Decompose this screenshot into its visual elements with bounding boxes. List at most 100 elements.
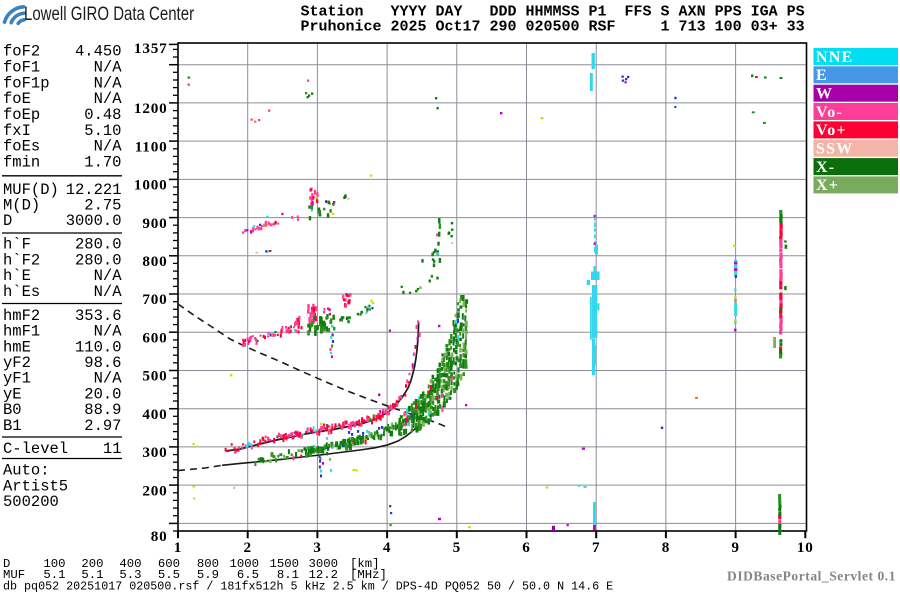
svg-text:Auto:: Auto:: [3, 462, 50, 480]
svg-text:X+: X+: [816, 177, 839, 194]
svg-text:N/A: N/A: [94, 74, 123, 92]
svg-text:200: 200: [81, 557, 103, 571]
svg-text:9: 9: [731, 539, 739, 556]
svg-text:Vo+: Vo+: [816, 122, 847, 139]
svg-text:D: D: [3, 212, 12, 230]
svg-text:1.70: 1.70: [84, 154, 121, 172]
svg-text:MUF: MUF: [3, 568, 25, 582]
svg-text:12.2: 12.2: [308, 568, 338, 582]
svg-text:2: 2: [243, 539, 251, 556]
svg-text:1000: 1000: [134, 177, 168, 194]
svg-text:fxI: fxI: [3, 122, 31, 140]
svg-text:Pruhonice 2025 Oct17 290 02050: Pruhonice 2025 Oct17 290 020500 RSF 1 71…: [301, 19, 805, 36]
svg-text:Vo-: Vo-: [816, 104, 843, 121]
svg-text:11: 11: [103, 440, 122, 458]
svg-text:hmE: hmE: [3, 338, 31, 356]
svg-text:12.221: 12.221: [66, 181, 122, 199]
svg-text:1: 1: [174, 539, 182, 556]
svg-text:B1: B1: [3, 417, 22, 435]
svg-text:400: 400: [119, 557, 141, 571]
svg-text:98.6: 98.6: [84, 354, 121, 372]
svg-text:N/A: N/A: [94, 283, 123, 301]
svg-text:500200: 500200: [3, 493, 59, 511]
svg-text:110.0: 110.0: [75, 338, 122, 356]
svg-text:0.48: 0.48: [84, 106, 121, 124]
svg-text:E: E: [816, 67, 828, 84]
svg-text:10: 10: [797, 539, 814, 556]
svg-text:Lowell GIRO Data Center: Lowell GIRO Data Center: [24, 3, 194, 24]
svg-text:hmF1: hmF1: [3, 323, 40, 341]
svg-text:Station YYYY DAY DDD HHMMS: Station YYYY DAY DDD HHMMSS P1 FFS S AXN…: [301, 3, 805, 20]
svg-text:C-level: C-level: [3, 440, 68, 458]
svg-text:DIDBasePortal_Servlet 0.1: DIDBasePortal_Servlet 0.1: [727, 569, 896, 584]
svg-text:800: 800: [142, 253, 167, 270]
svg-text:1200: 1200: [134, 100, 168, 117]
svg-text:yE: yE: [3, 385, 22, 403]
svg-text:D: D: [3, 557, 10, 571]
svg-text:foF1: foF1: [3, 59, 40, 77]
svg-text:1357: 1357: [134, 40, 168, 57]
svg-text:3000.0: 3000.0: [66, 212, 122, 230]
svg-text:800: 800: [197, 557, 219, 571]
svg-text:foEp: foEp: [3, 106, 40, 124]
svg-text:X-: X-: [816, 159, 835, 176]
svg-text:5.1: 5.1: [81, 568, 103, 582]
svg-text:[km]: [km]: [350, 557, 380, 571]
svg-text:B0: B0: [3, 401, 22, 419]
svg-text:MUF(D): MUF(D): [3, 181, 59, 199]
svg-text:280.0: 280.0: [75, 236, 122, 254]
svg-text:yF2: yF2: [3, 354, 31, 372]
svg-text:foF2: foF2: [3, 43, 40, 61]
svg-text:2.75: 2.75: [84, 196, 121, 214]
svg-text:1000: 1000: [229, 557, 259, 571]
svg-text:80: 80: [151, 528, 168, 545]
svg-text:5: 5: [453, 539, 461, 556]
svg-text:4: 4: [383, 539, 391, 556]
svg-text:N/A: N/A: [94, 323, 123, 341]
svg-text:3000: 3000: [308, 557, 338, 571]
svg-text:foE: foE: [3, 90, 31, 108]
svg-text:N/A: N/A: [94, 90, 123, 108]
svg-text:foF1p: foF1p: [3, 74, 50, 92]
svg-text:6.5: 6.5: [237, 568, 259, 582]
svg-text:20.0: 20.0: [84, 385, 121, 403]
svg-text:1500: 1500: [269, 557, 299, 571]
svg-text:Artist5: Artist5: [3, 477, 68, 495]
svg-text:400: 400: [142, 406, 167, 423]
svg-text:88.9: 88.9: [84, 401, 121, 419]
svg-text:NNE: NNE: [816, 49, 853, 66]
svg-text:5.10: 5.10: [84, 122, 121, 140]
svg-text:hmF2: hmF2: [3, 307, 40, 325]
svg-text:7: 7: [592, 539, 600, 556]
svg-text:N/A: N/A: [94, 59, 123, 77]
svg-text:db pq052 20251017 020500.rsf /: db pq052 20251017 020500.rsf / 181fx512h…: [3, 579, 613, 593]
svg-text:h`Es: h`Es: [3, 283, 40, 301]
svg-text:SSW: SSW: [816, 141, 853, 158]
svg-text:5.5: 5.5: [158, 568, 180, 582]
svg-text:M(D): M(D): [3, 196, 40, 214]
svg-text:900: 900: [142, 215, 167, 232]
svg-text:353.6: 353.6: [75, 307, 122, 325]
svg-text:100: 100: [43, 557, 65, 571]
svg-text:600: 600: [158, 557, 180, 571]
svg-text:3: 3: [313, 539, 321, 556]
svg-text:500: 500: [142, 368, 167, 385]
svg-text:5.9: 5.9: [197, 568, 219, 582]
svg-text:h`F2: h`F2: [3, 251, 40, 269]
svg-text:h`F: h`F: [3, 236, 31, 254]
svg-text:W: W: [816, 86, 833, 103]
svg-text:8: 8: [662, 539, 670, 556]
svg-text:2.97: 2.97: [84, 417, 121, 435]
svg-text:h`E: h`E: [3, 267, 31, 285]
svg-text:[MHz]: [MHz]: [350, 568, 387, 582]
svg-text:700: 700: [142, 291, 167, 308]
svg-text:1100: 1100: [135, 138, 168, 155]
svg-text:300: 300: [142, 444, 167, 461]
svg-text:N/A: N/A: [94, 370, 123, 388]
svg-text:280.0: 280.0: [75, 251, 122, 269]
svg-text:8.1: 8.1: [277, 568, 299, 582]
svg-text:200: 200: [142, 482, 167, 499]
svg-text:N/A: N/A: [94, 138, 123, 156]
svg-text:600: 600: [142, 329, 167, 346]
svg-text:fmin: fmin: [3, 154, 40, 172]
